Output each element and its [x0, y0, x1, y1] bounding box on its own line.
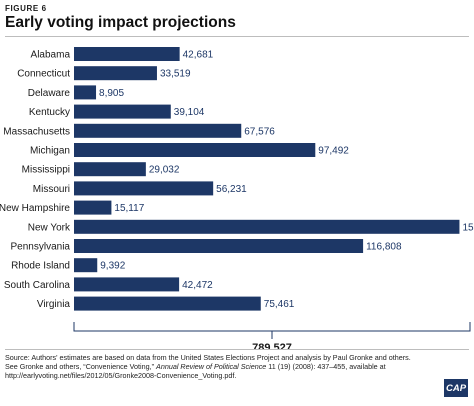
- value-label: 97,492: [318, 146, 349, 157]
- category-label: New York: [28, 222, 71, 233]
- bar: [74, 239, 364, 253]
- value-label: 116,808: [366, 242, 402, 253]
- category-label: South Carolina: [4, 280, 71, 291]
- bar-chart: Alabama 42,681 Connecticut 33,519 Delaware 8,…: [0, 47, 474, 350]
- category-label: Connecticut: [17, 69, 70, 80]
- value-label: 75,461: [264, 299, 295, 310]
- category-label: Alabama: [31, 50, 71, 61]
- category-label: Delaware: [28, 88, 71, 99]
- source-note: Source: Authors' estimates are based on …: [5, 353, 425, 381]
- bar: [74, 258, 98, 273]
- value-label: 67,576: [244, 126, 275, 137]
- source-suffix: 11 (19) (2008): 437–455, available at ht…: [5, 362, 386, 381]
- category-label: Virginia: [37, 299, 71, 310]
- bar: [74, 162, 146, 177]
- value-label: 8,905: [99, 88, 124, 99]
- value-label: 39,104: [174, 107, 205, 118]
- bar: [74, 219, 460, 234]
- value-label: 42,472: [182, 280, 213, 291]
- source-prefix: Source: Authors' estimates are based on …: [5, 353, 411, 372]
- chart-title: Early voting impact projections: [5, 14, 236, 31]
- cap-logo: CAP: [444, 379, 468, 397]
- bar: [74, 104, 171, 119]
- bottom-divider: [5, 349, 469, 350]
- category-label: New Hampshire: [0, 203, 70, 214]
- bar: [74, 66, 157, 81]
- bar: [74, 85, 97, 100]
- total-bracket: [73, 322, 471, 332]
- bar: [74, 181, 214, 196]
- bar: [74, 143, 316, 157]
- top-divider: [5, 36, 469, 37]
- value-label: 155,738: [462, 222, 474, 233]
- bar: [74, 296, 261, 311]
- category-label: Pennsylvania: [11, 242, 71, 253]
- category-label: Mississippi: [22, 165, 70, 176]
- category-label: Missouri: [33, 184, 70, 195]
- category-label: Michigan: [30, 146, 70, 157]
- bar: [74, 123, 242, 138]
- value-label: 33,519: [160, 69, 191, 80]
- value-label: 56,231: [216, 184, 247, 195]
- category-label: Massachusetts: [3, 126, 70, 137]
- value-label: 15,117: [114, 203, 144, 214]
- bar: [74, 47, 180, 61]
- source-journal: Annual Review of Political Science: [156, 362, 267, 372]
- bar: [74, 277, 180, 292]
- category-label: Kentucky: [29, 107, 70, 118]
- value-label: 42,681: [183, 50, 214, 61]
- total-value: 789,527: [252, 342, 292, 350]
- value-label: 9,392: [100, 261, 125, 272]
- figure-label: FIGURE 6: [5, 4, 47, 13]
- value-label: 29,032: [149, 165, 180, 176]
- bar: [74, 200, 112, 215]
- category-label: Rhode Island: [11, 261, 70, 272]
